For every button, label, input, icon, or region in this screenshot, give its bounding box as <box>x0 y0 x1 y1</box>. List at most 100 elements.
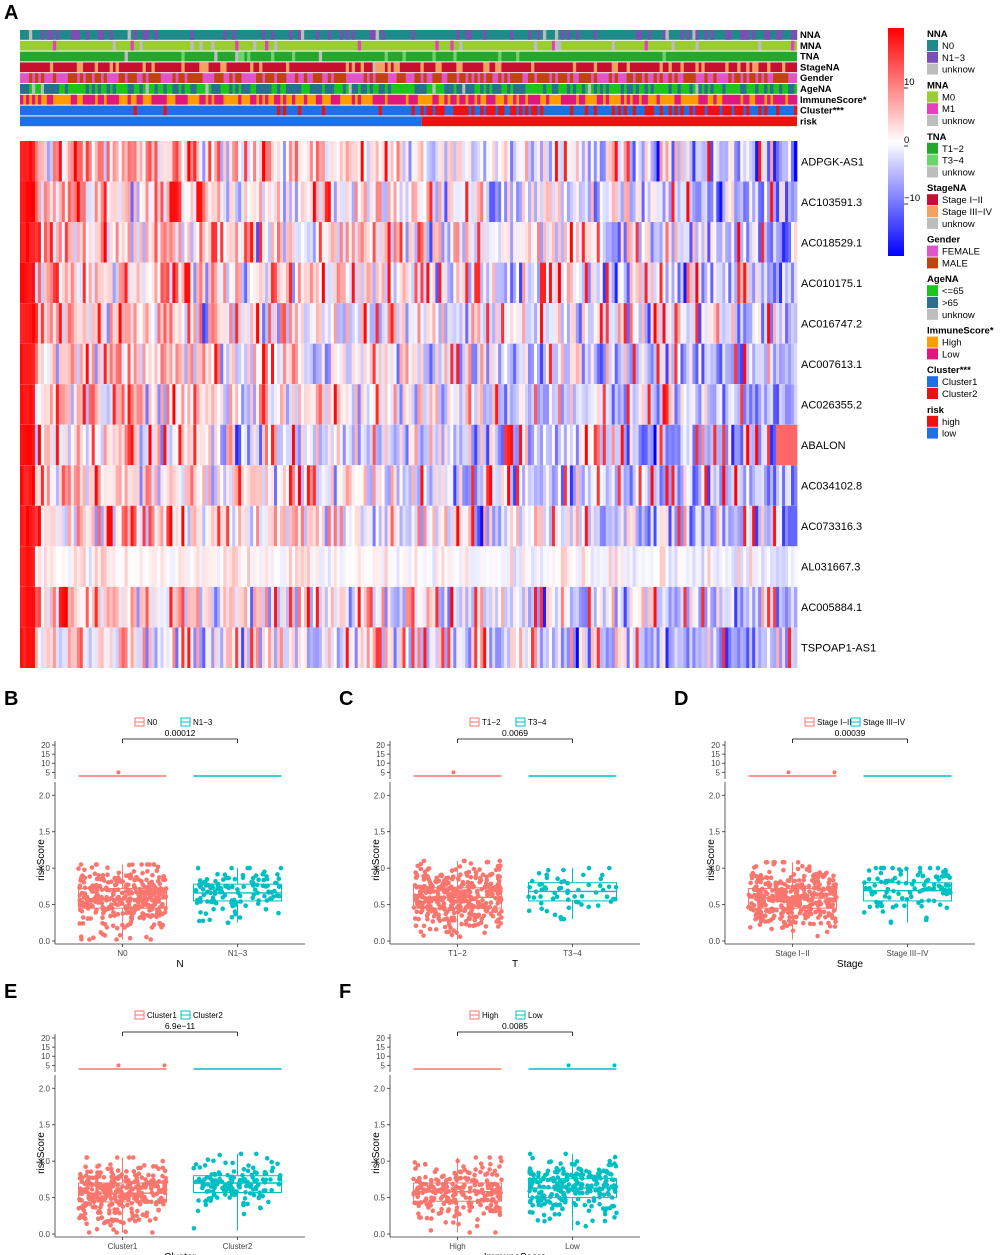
annotation-cell <box>274 40 278 51</box>
heatmap-cell <box>659 384 663 425</box>
heatmap-cell <box>28 222 33 263</box>
heatmap-cell <box>244 465 248 506</box>
annotation-track-2 <box>20 51 797 62</box>
heatmap-cell <box>402 343 406 385</box>
heatmap-cell <box>256 141 260 182</box>
heatmap-cell <box>554 262 559 304</box>
heatmap-cell <box>244 586 248 628</box>
heatmap-cell <box>181 303 185 344</box>
heatmap-cell <box>611 465 616 506</box>
heatmap-cell <box>285 384 290 425</box>
annotation-cell <box>285 62 290 73</box>
annotation-cell <box>740 105 744 116</box>
data-point <box>100 873 106 878</box>
heatmap-cell <box>638 627 642 668</box>
heatmap-cell <box>674 384 678 425</box>
data-point <box>472 912 477 918</box>
annotation-cell <box>492 94 496 105</box>
heatmap-cell <box>58 546 63 587</box>
heatmap-cell <box>794 303 798 344</box>
legend-swatch <box>927 427 938 439</box>
annotation-cell <box>187 73 191 83</box>
heatmap-cell <box>522 586 526 628</box>
heatmap-cell <box>519 181 523 223</box>
heatmap-cell <box>22 586 27 628</box>
heatmap-cell <box>354 343 359 385</box>
annotation-cell <box>163 94 167 105</box>
heatmap-cell <box>602 222 607 263</box>
heatmap-cell <box>61 303 66 344</box>
heatmap-cell <box>468 384 472 425</box>
heatmap-cell <box>593 222 598 263</box>
heatmap-cell <box>468 141 472 182</box>
heatmap-cell <box>701 505 705 547</box>
heatmap-cell <box>160 343 164 385</box>
heatmap-cell <box>46 505 51 547</box>
heatmap-cell <box>235 424 239 466</box>
heatmap-cell <box>76 343 81 385</box>
heatmap-cell <box>761 222 765 263</box>
annotation-cell <box>408 94 412 105</box>
heatmap-cell <box>704 546 708 587</box>
annotation-cell <box>587 84 592 94</box>
heatmap-cell <box>737 343 741 385</box>
heatmap-cell <box>665 141 669 182</box>
heatmap-cell <box>617 465 622 506</box>
heatmap-cell <box>354 262 359 304</box>
heatmap-cell <box>725 424 729 466</box>
data-point <box>200 918 206 924</box>
heatmap-cell <box>710 222 714 263</box>
heatmap-cell <box>342 627 347 668</box>
heatmap-cell <box>764 424 768 466</box>
heatmap-cell <box>551 424 556 466</box>
heatmap-cell <box>770 505 774 547</box>
heatmap-cell <box>85 627 90 668</box>
heatmap-cell <box>438 303 442 344</box>
heatmap-cell <box>620 384 625 425</box>
heatmap-cell <box>674 262 678 304</box>
heatmap-cell <box>232 384 236 425</box>
heatmap-cell <box>142 384 146 425</box>
heatmap-cell <box>411 424 415 466</box>
heatmap-cell <box>623 424 628 466</box>
annotation-cell <box>794 105 798 116</box>
heatmap-cell <box>118 141 122 182</box>
heatmap-cell <box>312 627 317 668</box>
heatmap-cell <box>181 384 185 425</box>
heatmap-cell <box>229 181 233 223</box>
data-point <box>493 905 498 910</box>
heatmap-cell <box>151 586 155 628</box>
annotation-cell <box>25 94 30 105</box>
data-point <box>119 901 125 906</box>
heatmap-cell <box>483 546 487 587</box>
heatmap-cell <box>734 303 738 344</box>
heatmap-cell <box>241 303 245 344</box>
heatmap-cell <box>632 141 636 182</box>
heatmap-cell <box>701 181 705 223</box>
annotation-cell <box>411 94 415 105</box>
heatmap-cell <box>43 465 48 506</box>
heatmap-cell <box>734 262 738 304</box>
annotation-cell <box>758 105 762 116</box>
heatmap-cell <box>145 465 149 506</box>
heatmap-cell <box>271 343 275 385</box>
heatmap-cell <box>632 303 636 344</box>
annotation-cell <box>740 84 744 94</box>
annotation-cell <box>303 94 308 105</box>
annotation-track-base <box>20 40 797 51</box>
data-point <box>112 875 117 881</box>
heatmap-cell <box>70 343 75 385</box>
heatmap-cell <box>375 303 379 344</box>
annotation-cell <box>779 94 783 105</box>
heatmap-cell <box>465 424 469 466</box>
heatmap-cell <box>459 343 463 385</box>
heatmap-cell <box>43 222 48 263</box>
heatmap-cell <box>22 141 27 182</box>
annotation-cell <box>528 30 532 40</box>
heatmap-cell <box>184 424 188 466</box>
heatmap-cell <box>566 505 571 547</box>
heatmap-cell <box>360 141 365 182</box>
heatmap-cell <box>722 141 726 182</box>
data-point <box>140 870 145 876</box>
heatmap-cell <box>294 424 299 466</box>
